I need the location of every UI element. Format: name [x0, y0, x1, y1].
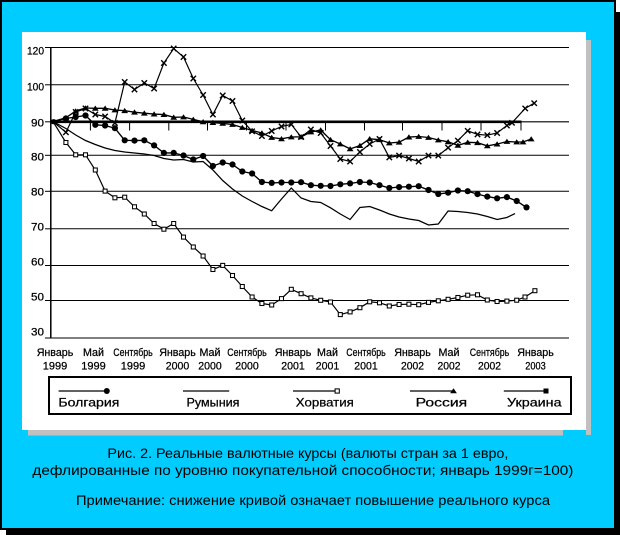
- svg-text:Май: Май: [200, 347, 221, 359]
- svg-text:1999: 1999: [43, 361, 68, 373]
- svg-text:Январь: Январь: [517, 347, 554, 359]
- svg-text:120: 120: [27, 46, 44, 58]
- svg-text:2002: 2002: [438, 361, 461, 373]
- svg-text:80: 80: [31, 187, 44, 199]
- svg-text:Сентябрь: Сентябрь: [113, 347, 153, 359]
- svg-text:2000: 2000: [235, 361, 259, 373]
- svg-text:Россия: Россия: [416, 396, 468, 410]
- svg-text:2003: 2003: [525, 361, 546, 373]
- svg-text:Май: Май: [317, 347, 338, 359]
- svg-text:Январь: Январь: [275, 347, 312, 359]
- svg-text:2000: 2000: [166, 361, 190, 373]
- svg-text:50: 50: [31, 292, 44, 304]
- svg-text:1999: 1999: [81, 361, 106, 373]
- svg-text:2001: 2001: [281, 361, 305, 373]
- svg-text:70: 70: [31, 222, 44, 234]
- svg-text:2000: 2000: [198, 361, 222, 373]
- svg-text:1999: 1999: [121, 361, 146, 373]
- svg-text:Рис. 2. Реальные валютные курс: Рис. 2. Реальные валютные курсы (валюты …: [107, 445, 508, 461]
- svg-text:60: 60: [31, 257, 44, 269]
- svg-text:2002: 2002: [401, 361, 424, 373]
- svg-text:30: 30: [31, 327, 44, 339]
- svg-text:Румыния: Румыния: [187, 396, 240, 410]
- svg-text:Январь: Январь: [37, 347, 74, 359]
- svg-text:Украина: Украина: [507, 396, 562, 410]
- svg-text:80: 80: [31, 152, 44, 164]
- svg-text:Май: Май: [83, 347, 104, 359]
- svg-text:Январь: Январь: [394, 347, 431, 359]
- svg-text:Болгария: Болгария: [58, 396, 119, 410]
- svg-text:Сентябрь: Сентябрь: [346, 347, 386, 359]
- svg-text:100: 100: [27, 82, 44, 94]
- svg-text:Январь: Январь: [159, 347, 196, 359]
- svg-text:2002: 2002: [478, 361, 501, 373]
- svg-text:Примечание: снижение кривой оз: Примечание: снижение кривой означает пов…: [76, 492, 550, 508]
- svg-text:2001: 2001: [354, 361, 378, 373]
- svg-text:дефлированные по уровню покупа: дефлированные по уровню покупательной сп…: [32, 462, 573, 478]
- svg-text:Сентябрь: Сентябрь: [470, 347, 510, 359]
- svg-text:Хорватия: Хорватия: [296, 396, 354, 410]
- svg-text:Сентябрь: Сентябрь: [227, 347, 267, 359]
- svg-text:2001: 2001: [316, 361, 340, 373]
- svg-text:90: 90: [31, 118, 44, 130]
- svg-text:Май: Май: [439, 347, 460, 359]
